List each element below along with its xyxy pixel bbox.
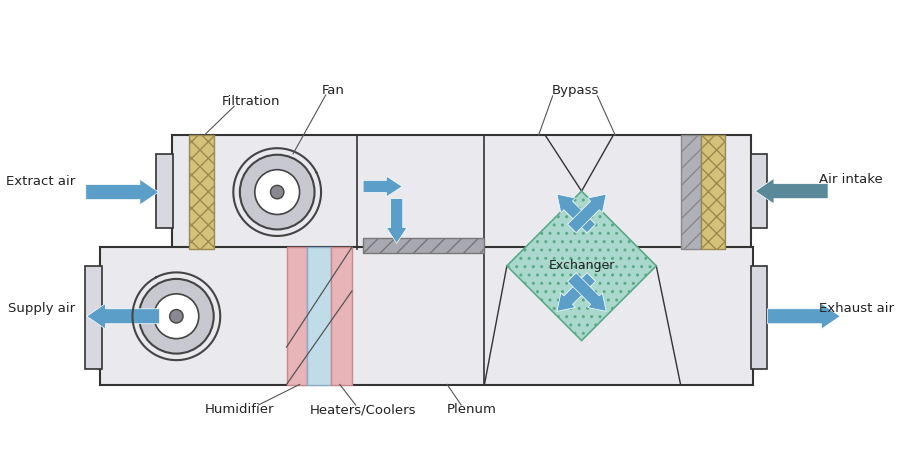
Bar — [363, 238, 484, 253]
Text: Supply air: Supply air — [8, 302, 76, 315]
Bar — [172, 135, 751, 249]
Text: Humidifier: Humidifier — [205, 403, 274, 416]
Circle shape — [154, 294, 199, 339]
Bar — [751, 266, 768, 368]
FancyArrow shape — [568, 194, 607, 233]
FancyArrow shape — [557, 273, 596, 311]
Bar — [331, 247, 352, 385]
FancyArrow shape — [363, 176, 402, 197]
Bar — [680, 135, 701, 249]
FancyArrow shape — [768, 304, 841, 329]
Text: Filtration: Filtration — [221, 95, 280, 108]
Text: Heaters/Coolers: Heaters/Coolers — [310, 403, 417, 416]
Circle shape — [239, 155, 314, 229]
Circle shape — [169, 309, 183, 323]
Text: Exchanger: Exchanger — [548, 260, 615, 272]
Text: Air intake: Air intake — [819, 173, 883, 187]
Bar — [189, 135, 213, 249]
Circle shape — [271, 186, 284, 199]
FancyArrow shape — [386, 199, 407, 244]
Polygon shape — [507, 191, 656, 341]
Bar — [286, 247, 307, 385]
FancyArrow shape — [755, 179, 828, 204]
Circle shape — [255, 170, 300, 214]
FancyArrow shape — [557, 194, 596, 233]
FancyArrow shape — [568, 273, 607, 311]
Text: Bypass: Bypass — [552, 84, 599, 97]
Bar — [307, 247, 331, 385]
Text: Fan: Fan — [322, 84, 345, 97]
Bar — [156, 154, 173, 228]
Bar — [100, 247, 753, 385]
FancyArrow shape — [86, 304, 159, 329]
Bar — [85, 266, 102, 368]
Bar — [751, 154, 768, 228]
Circle shape — [139, 279, 213, 354]
Bar — [701, 135, 725, 249]
Text: Plenum: Plenum — [446, 403, 496, 416]
Text: Extract air: Extract air — [6, 175, 76, 188]
FancyArrow shape — [86, 179, 158, 205]
Text: Exhaust air: Exhaust air — [819, 302, 894, 315]
